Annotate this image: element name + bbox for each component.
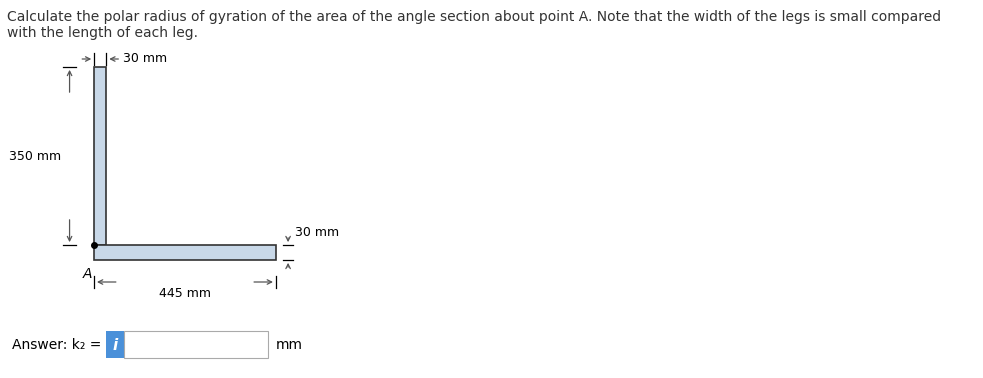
Bar — [94, 245, 276, 260]
Text: Calculate the polar radius of gyration of the area of the angle section about po: Calculate the polar radius of gyration o… — [7, 10, 941, 40]
Text: A: A — [83, 267, 92, 281]
Text: Answer: k₂ =: Answer: k₂ = — [12, 338, 101, 352]
Bar — [94, 67, 106, 245]
Text: i: i — [113, 338, 118, 353]
Text: 350 mm: 350 mm — [9, 150, 61, 163]
Bar — [106, 331, 125, 358]
Bar — [125, 331, 267, 358]
Text: mm: mm — [276, 338, 303, 352]
Text: 30 mm: 30 mm — [123, 53, 167, 65]
Text: 30 mm: 30 mm — [295, 226, 339, 239]
Text: 445 mm: 445 mm — [159, 287, 211, 300]
